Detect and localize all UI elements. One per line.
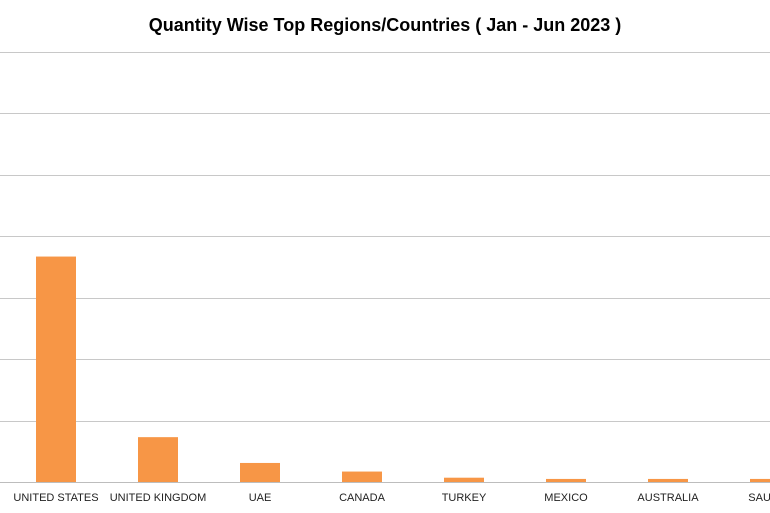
- x-tick-label-united-states: UNITED STATES: [13, 492, 98, 504]
- bar-turkey: [444, 477, 484, 482]
- chart-title: Quantity Wise Top Regions/Countries ( Ja…: [149, 15, 622, 35]
- bar-saudi-a: [750, 478, 770, 482]
- bar-united-kingdom: [138, 437, 178, 482]
- x-tick-label-canada: CANADA: [339, 492, 386, 504]
- x-tick-label-united-kingdom: UNITED KINGDOM: [110, 492, 207, 504]
- x-tick-label-turkey: TURKEY: [442, 492, 487, 504]
- bar-uae: [240, 462, 280, 482]
- bar-australia: [648, 478, 688, 482]
- bar-canada: [342, 471, 382, 482]
- x-axis-tick-labels: UNITED STATES UNITED KINGDOM UAE CANADA TURK…: [13, 492, 770, 504]
- bar-united-states: [36, 256, 76, 482]
- x-tick-label-uae: UAE: [249, 492, 272, 504]
- bars: [36, 256, 770, 482]
- x-tick-label-saudi-a: SAUDI A: [748, 492, 770, 504]
- gridlines: [0, 52, 770, 483]
- bar-mexico: [546, 478, 586, 482]
- x-tick-label-mexico: MEXICO: [544, 492, 588, 504]
- x-tick-label-australia: AUSTRALIA: [637, 492, 699, 504]
